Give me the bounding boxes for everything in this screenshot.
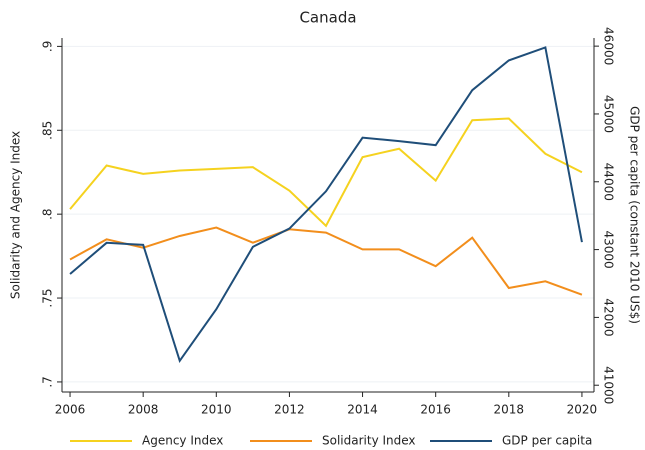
y-axis-title: Solidarity and Agency Index <box>9 131 23 299</box>
x-tick-label: 2018 <box>494 403 525 417</box>
y2-tick-label: 43000 <box>602 230 616 268</box>
x-tick-label: 2012 <box>274 403 305 417</box>
series-line <box>69 117 583 228</box>
y2-tick-label: 46000 <box>602 27 616 65</box>
y2-tick-label: 41000 <box>602 366 616 404</box>
y-tick-label: .75 <box>41 289 55 308</box>
y-tick-label: .9 <box>41 41 55 52</box>
legend-label: Agency Index <box>142 434 223 448</box>
x-tick-label: 2008 <box>128 403 159 417</box>
series-line <box>69 46 583 364</box>
y-tick-label: .8 <box>41 208 55 219</box>
y-tick-label: .7 <box>41 376 55 387</box>
y2-tick-label: 42000 <box>602 298 616 336</box>
x-tick-label: 2016 <box>420 403 451 417</box>
x-tick-label: 2014 <box>347 403 378 417</box>
series-line <box>69 226 583 296</box>
y2-axis-title: GDP per capita (constant 2010 US$) <box>628 106 642 324</box>
y2-tick-label: 44000 <box>602 163 616 201</box>
x-tick-label: 2010 <box>201 403 232 417</box>
chart-title: Canada <box>299 9 356 27</box>
x-tick-label: 2020 <box>567 403 598 417</box>
legend-label: Solidarity Index <box>322 434 416 448</box>
legend-label: GDP per capita <box>502 434 592 448</box>
x-tick-label: 2006 <box>55 403 86 417</box>
y-tick-label: .85 <box>41 121 55 140</box>
y2-tick-label: 45000 <box>602 95 616 133</box>
